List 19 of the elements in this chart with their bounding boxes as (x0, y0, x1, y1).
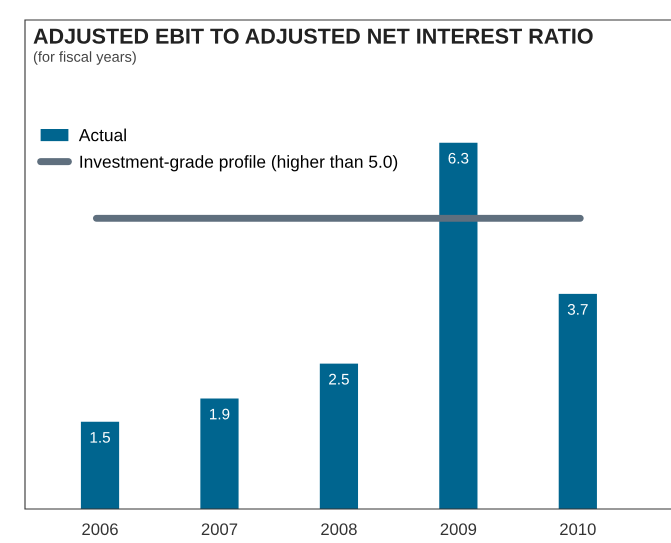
data-label: 2.5 (329, 374, 349, 385)
legend-label: Investment-grade profile (higher than 5.0) (80, 155, 398, 172)
bar (80, 422, 120, 509)
bar (200, 398, 239, 509)
bar (558, 294, 597, 509)
bar (320, 364, 358, 509)
x-tick-label: 2007 (202, 523, 238, 536)
bar (439, 142, 478, 509)
data-label: 3.7 (568, 304, 588, 315)
data-label: 1.5 (90, 432, 110, 443)
data-label: 6.3 (448, 152, 468, 164)
chart-subtitle: (for fiscal years) (34, 51, 136, 65)
chart-title: ADJUSTED EBIT TO ADJUSTED NET INTEREST RATIO (34, 28, 593, 44)
x-tick-label: 2008 (321, 523, 357, 536)
legend-label: Actual (78, 128, 126, 142)
data-label: 1.9 (210, 408, 230, 420)
x-tick-label: 2009 (440, 523, 476, 536)
x-tick-label: 2010 (560, 523, 596, 536)
x-tick-label: 2006 (82, 523, 118, 536)
